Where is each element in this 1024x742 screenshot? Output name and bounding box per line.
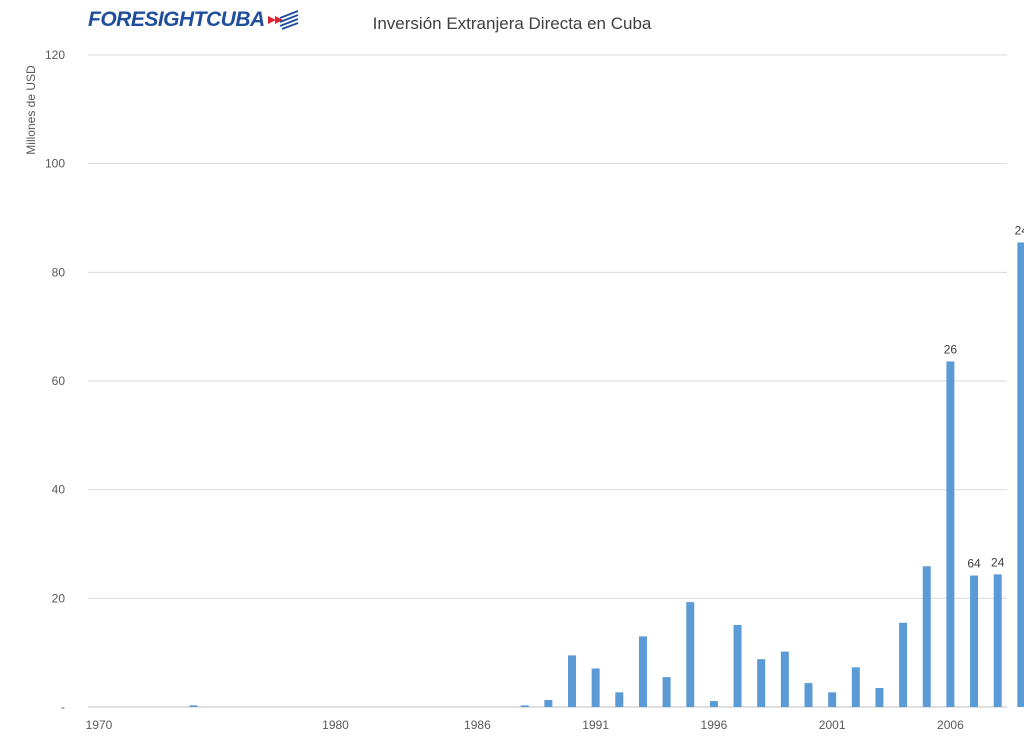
bar — [615, 692, 624, 707]
gridlines — [88, 54, 1007, 708]
bar — [189, 705, 198, 707]
y-tick-label: 120 — [45, 48, 65, 62]
bar — [591, 668, 600, 707]
bar — [970, 575, 979, 707]
bar — [851, 667, 860, 707]
bar — [520, 705, 529, 707]
bar — [828, 692, 837, 707]
flag-arrows-icon — [267, 10, 299, 30]
y-tick-label: 20 — [52, 591, 66, 605]
bar — [804, 683, 813, 707]
chart-title: Inversión Extranjera Directa en Cuba — [372, 14, 652, 33]
bar — [733, 624, 742, 707]
bar — [993, 574, 1002, 707]
y-tick-label: 80 — [52, 265, 66, 279]
y-axis-ticks: - 20 40 60 80 100 120 — [45, 48, 65, 714]
y-tick-label: 100 — [45, 157, 65, 171]
logo-text: FORESIGHTCUBA — [88, 8, 265, 31]
x-tick-label: 2006 — [937, 718, 964, 732]
x-tick-label: 1996 — [701, 718, 728, 732]
bar — [638, 636, 647, 707]
y-tick-label: 60 — [52, 374, 66, 388]
logo: FORESIGHTCUBA — [88, 8, 300, 32]
bar — [757, 659, 766, 707]
bar — [875, 687, 884, 707]
y-axis-label: Millones de USD — [24, 65, 38, 155]
bar — [780, 651, 789, 707]
x-tick-label: 1991 — [582, 718, 609, 732]
y-tick-label: 40 — [52, 483, 66, 497]
data-label: 26 — [944, 342, 958, 356]
data-label: 24 — [991, 555, 1005, 569]
x-tick-label: 2001 — [819, 718, 846, 732]
data-labels: 2664242486110 — [944, 223, 1024, 571]
x-tick-label: 1970 — [86, 718, 113, 732]
y-tick-label: - — [61, 700, 65, 714]
data-label: 64 — [967, 557, 981, 571]
bar — [922, 566, 931, 707]
x-axis-ticks: 19701980198619911996200120062011 — [86, 718, 964, 732]
bar — [686, 602, 695, 707]
bar — [568, 655, 576, 707]
bar — [946, 361, 955, 707]
bar — [709, 701, 718, 707]
bars — [189, 242, 1024, 707]
data-label: 24 — [1015, 223, 1024, 237]
bar — [544, 699, 553, 707]
bar — [899, 622, 908, 707]
bar — [662, 677, 671, 707]
x-tick-label: 1986 — [464, 718, 491, 732]
bar — [1017, 242, 1024, 707]
x-tick-label: 1980 — [322, 718, 349, 732]
